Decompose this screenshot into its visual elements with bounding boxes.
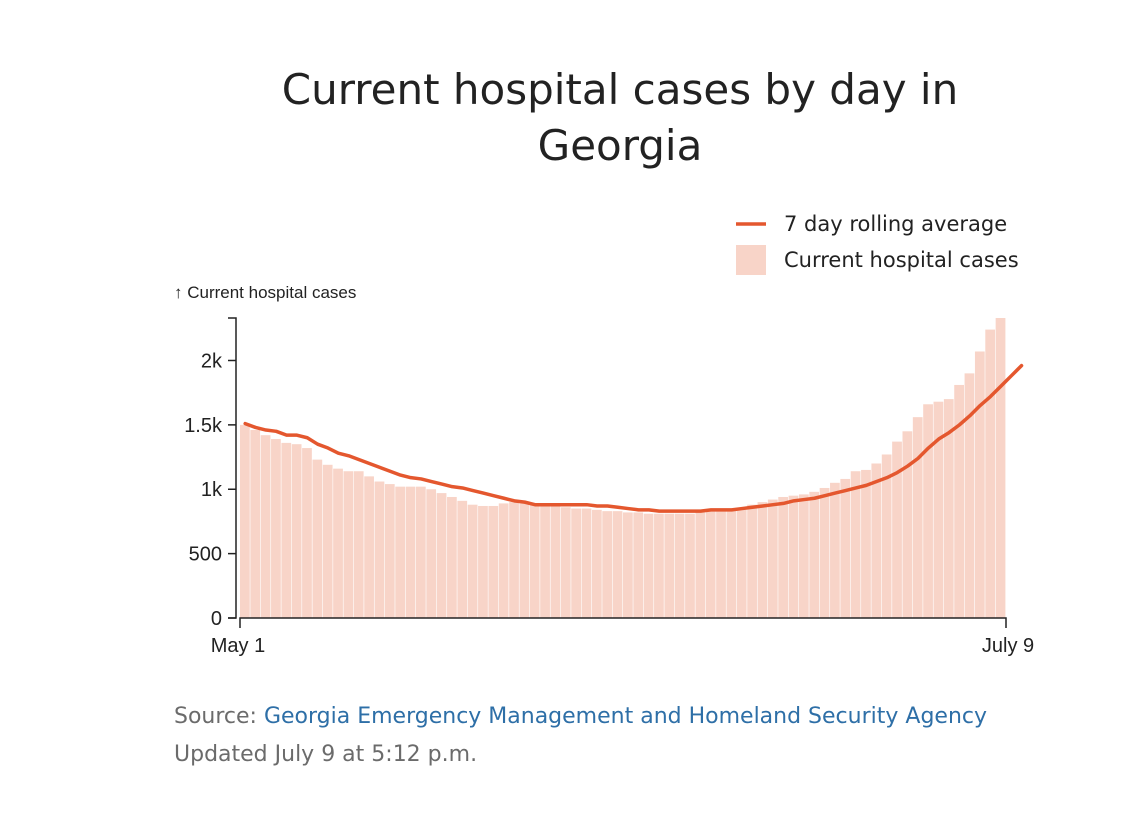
bar [353,471,364,618]
bar [447,496,457,618]
bar [478,505,488,618]
bar [736,508,747,618]
bar [405,486,416,618]
bar [250,430,261,618]
bar [954,384,964,618]
bar [415,486,426,618]
bar [395,486,406,618]
rolling-average-line [243,363,1024,513]
bar [426,489,437,618]
bar [612,511,623,618]
bar [819,487,830,618]
bar [912,417,923,618]
y-axis-label: ↑ Current hospital cases [174,283,356,302]
bar [623,512,633,618]
footer: Source: Georgia Emergency Management and… [174,698,987,774]
bar [457,500,468,618]
updated-text: Updated July 9 at 5:12 p.m. [174,742,478,767]
bar [892,441,902,618]
bar [374,481,385,618]
bar [923,404,933,618]
bar [809,491,820,618]
bar [529,504,540,618]
bar [943,399,954,618]
y-tick-label: 1.5k [184,415,223,437]
bar [985,329,996,618]
bar [830,482,840,618]
bar [798,494,809,618]
bar [602,511,613,618]
bar [509,502,519,618]
bar [726,509,737,618]
bar [540,504,550,618]
bar [281,442,292,618]
bar [312,459,323,618]
bar [498,503,509,618]
source-prefix: Source: [174,704,264,729]
y-axis: 0 500 1k 1.5k 2k [184,317,237,630]
bar [436,493,447,618]
bar [643,513,654,618]
bar [995,318,1006,618]
bar [467,504,478,618]
bar [685,513,695,618]
bar [291,444,302,618]
x-tick-label: May 1 [211,635,265,657]
bar [581,508,592,618]
bar [840,478,851,618]
bar [767,499,778,618]
bar [788,495,799,618]
y-axis-line [228,317,237,619]
chart-title: Current hospital cases by day in Georgia [281,65,959,170]
bar [654,513,664,618]
bar [902,431,913,618]
x-axis-line [239,617,1007,628]
bar [240,424,250,618]
bar [322,464,333,618]
bar [302,448,312,618]
bar [778,496,789,618]
bar [519,503,530,618]
source-link[interactable]: Georgia Emergency Management and Homelan… [263,704,988,729]
bar [333,468,343,618]
bar [384,484,395,618]
legend-bar-swatch [736,245,766,275]
bar [571,508,581,618]
bar [560,507,571,618]
legend: 7 day rolling average Current hospital c… [736,212,1019,275]
y-tick-label: 500 [189,544,222,566]
chart: 7 day rolling average Current hospital c… [174,212,1034,657]
bar [550,505,561,618]
bar [488,505,499,618]
bar [591,509,602,618]
bar [850,471,861,618]
bar [871,463,882,618]
x-tick-label: July 9 [982,635,1034,657]
bar [664,513,675,618]
bar [757,502,768,618]
bar [674,513,685,618]
bar [705,511,716,618]
bar [933,401,944,618]
bar [364,476,374,618]
bar [747,504,757,618]
bar [633,512,644,618]
bar [695,512,706,618]
bar [271,439,281,618]
bar [343,471,354,618]
bars-group [240,318,1006,618]
y-tick-label: 0 [211,608,222,630]
bar [861,469,871,618]
bar [964,373,975,618]
bar [260,435,271,618]
y-tick-label: 2k [201,350,223,372]
source-line: Source: Georgia Emergency Management and… [174,698,987,736]
bar [716,511,726,618]
x-axis: May 1 July 9 [211,617,1034,657]
legend-line-label: 7 day rolling average [784,212,1007,236]
bar [974,351,985,618]
legend-bar-label: Current hospital cases [784,248,1019,272]
y-tick-label: 1k [201,479,223,501]
bar [881,454,892,618]
